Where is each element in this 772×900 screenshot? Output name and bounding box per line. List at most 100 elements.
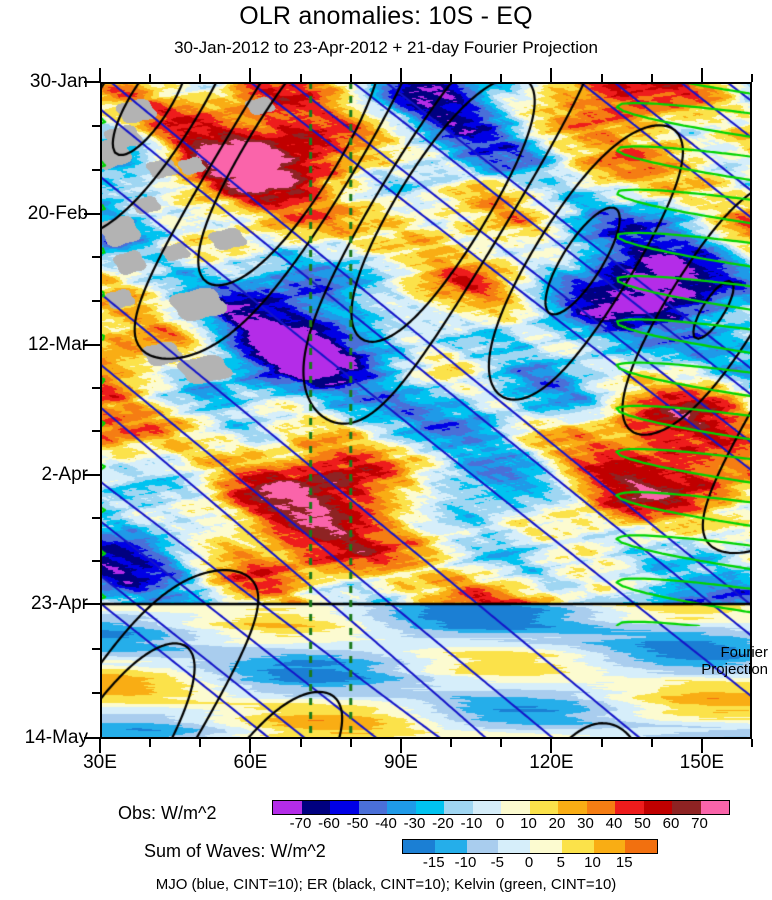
obs-swatch — [415, 801, 444, 814]
waves-swatch — [530, 840, 562, 853]
y-axis-major-tick — [84, 737, 100, 739]
x-axis-minor-tick — [751, 739, 753, 747]
y-axis-minor-tick — [92, 647, 100, 650]
page-subtitle: 30-Jan-2012 to 23-Apr-2012 + 21-day Four… — [174, 38, 598, 57]
obs-swatch — [330, 801, 359, 814]
obs-swatch — [358, 801, 387, 814]
x-axis-minor-tick — [751, 74, 753, 82]
x-axis-major-tick — [700, 739, 703, 753]
fourier-note-line1: Fourier — [720, 644, 768, 661]
y-axis-label-14-may: 14-May — [24, 727, 88, 748]
obs-swatch — [387, 801, 416, 814]
hovmoller-plot-canvas — [100, 82, 752, 739]
y-axis-major-tick — [84, 212, 100, 215]
y-axis-label-20-feb: 20-Feb — [27, 202, 88, 224]
x-axis-minor-tick — [149, 74, 152, 82]
x-axis-minor-tick — [600, 74, 603, 82]
obs-swatch — [643, 801, 672, 814]
y-axis-major-tick — [84, 344, 100, 346]
x-axis-major-tick-top — [99, 68, 101, 82]
waves-tick: -10 — [454, 854, 477, 871]
obs-tick: -30 — [403, 815, 426, 832]
y-axis-minor-tick — [92, 387, 100, 390]
obs-swatch — [529, 801, 558, 814]
y-axis: 30-Jan 20-Feb 12-Mar 2-Apr 23-Apr 14-May — [0, 0, 88, 900]
waves-tick: -5 — [490, 854, 504, 871]
y-axis-minor-tick — [92, 300, 100, 303]
x-axis-minor-tick — [650, 739, 653, 747]
obs-tick: 40 — [605, 815, 623, 832]
y-axis-label-2-apr: 2-Apr — [41, 463, 88, 485]
obs-colorbar — [272, 800, 730, 815]
x-axis-major-tick — [550, 739, 553, 753]
obs-swatch — [501, 801, 530, 814]
x-axis-major-tick-top — [399, 68, 402, 82]
obs-tick: 70 — [691, 815, 708, 832]
obs-tick: -70 — [289, 815, 312, 832]
obs-tick: 60 — [662, 815, 680, 832]
y-axis-minor-tick — [92, 430, 100, 433]
waves-tick: 0 — [524, 854, 534, 871]
y-axis-minor-tick — [92, 559, 100, 562]
waves-swatch — [466, 840, 499, 853]
y-axis-major-tick — [84, 81, 100, 83]
obs-tick: -40 — [375, 815, 397, 832]
x-axis-major-tick — [99, 739, 101, 753]
obs-tick: 10 — [520, 815, 537, 832]
waves-swatch — [561, 840, 594, 853]
waves-tick: -15 — [422, 854, 445, 871]
x-axis-minor-tick — [450, 739, 453, 747]
waves-swatch — [498, 840, 530, 853]
waves-swatch — [625, 840, 657, 853]
x-axis-label-120E: 120E — [529, 752, 574, 773]
y-axis-minor-tick — [92, 692, 100, 695]
obs-swatch — [672, 801, 701, 814]
x-axis-minor-tick — [500, 74, 503, 82]
y-axis-minor-tick — [92, 516, 100, 519]
x-axis-minor-tick — [500, 739, 503, 747]
waves-tick: 15 — [615, 854, 633, 871]
waves-swatch — [403, 840, 435, 853]
x-axis-major-tick — [249, 739, 252, 753]
waves-swatch — [593, 840, 626, 853]
obs-tick: -10 — [460, 815, 483, 832]
obs-tick: 30 — [577, 815, 594, 832]
obs-swatch — [700, 801, 729, 814]
y-axis-major-tick — [84, 473, 100, 476]
x-axis-minor-tick — [299, 74, 302, 82]
x-axis-minor-tick — [349, 739, 352, 747]
y-axis-minor-tick — [92, 124, 100, 127]
x-axis-minor-tick — [450, 74, 453, 82]
waves-colorbar — [402, 839, 658, 854]
x-axis-minor-tick — [349, 74, 352, 82]
x-axis-minor-tick — [299, 739, 302, 747]
x-axis-minor-tick — [149, 739, 152, 747]
obs-tick: -20 — [432, 815, 454, 832]
x-axis-major-tick-top — [700, 68, 703, 82]
y-axis-label-12-mar: 12-Mar — [27, 334, 88, 355]
x-axis-minor-tick — [650, 74, 653, 82]
x-axis-major-tick-top — [550, 68, 553, 82]
waves-swatch — [434, 840, 467, 853]
waves-colorbar-label: Sum of Waves: W/m^2 — [144, 841, 326, 861]
page-title: OLR anomalies: 10S - EQ — [239, 2, 533, 30]
x-axis-label-90E: 90E — [384, 752, 418, 773]
waves-tick: 10 — [584, 854, 601, 871]
obs-swatch — [558, 801, 587, 814]
obs-swatch — [273, 801, 302, 814]
fourier-note-line2: Projection — [701, 661, 768, 678]
obs-tick: -60 — [318, 815, 340, 832]
waves-tick: 5 — [556, 854, 565, 871]
obs-swatch — [615, 801, 644, 814]
y-axis-label-23-apr: 23-Apr — [30, 593, 88, 614]
obs-tick: 50 — [634, 815, 651, 832]
fourier-projection-note: Fourier Projection — [701, 644, 768, 678]
y-axis-minor-tick — [92, 256, 100, 259]
x-axis-minor-tick — [199, 739, 202, 747]
y-axis-major-tick — [84, 603, 100, 605]
contour-legend-note: MJO (blue, CINT=10); ER (black, CINT=10)… — [155, 876, 617, 893]
obs-swatch — [301, 801, 330, 814]
x-axis-label-30E: 30E — [83, 752, 117, 773]
x-axis-minor-tick — [600, 739, 603, 747]
